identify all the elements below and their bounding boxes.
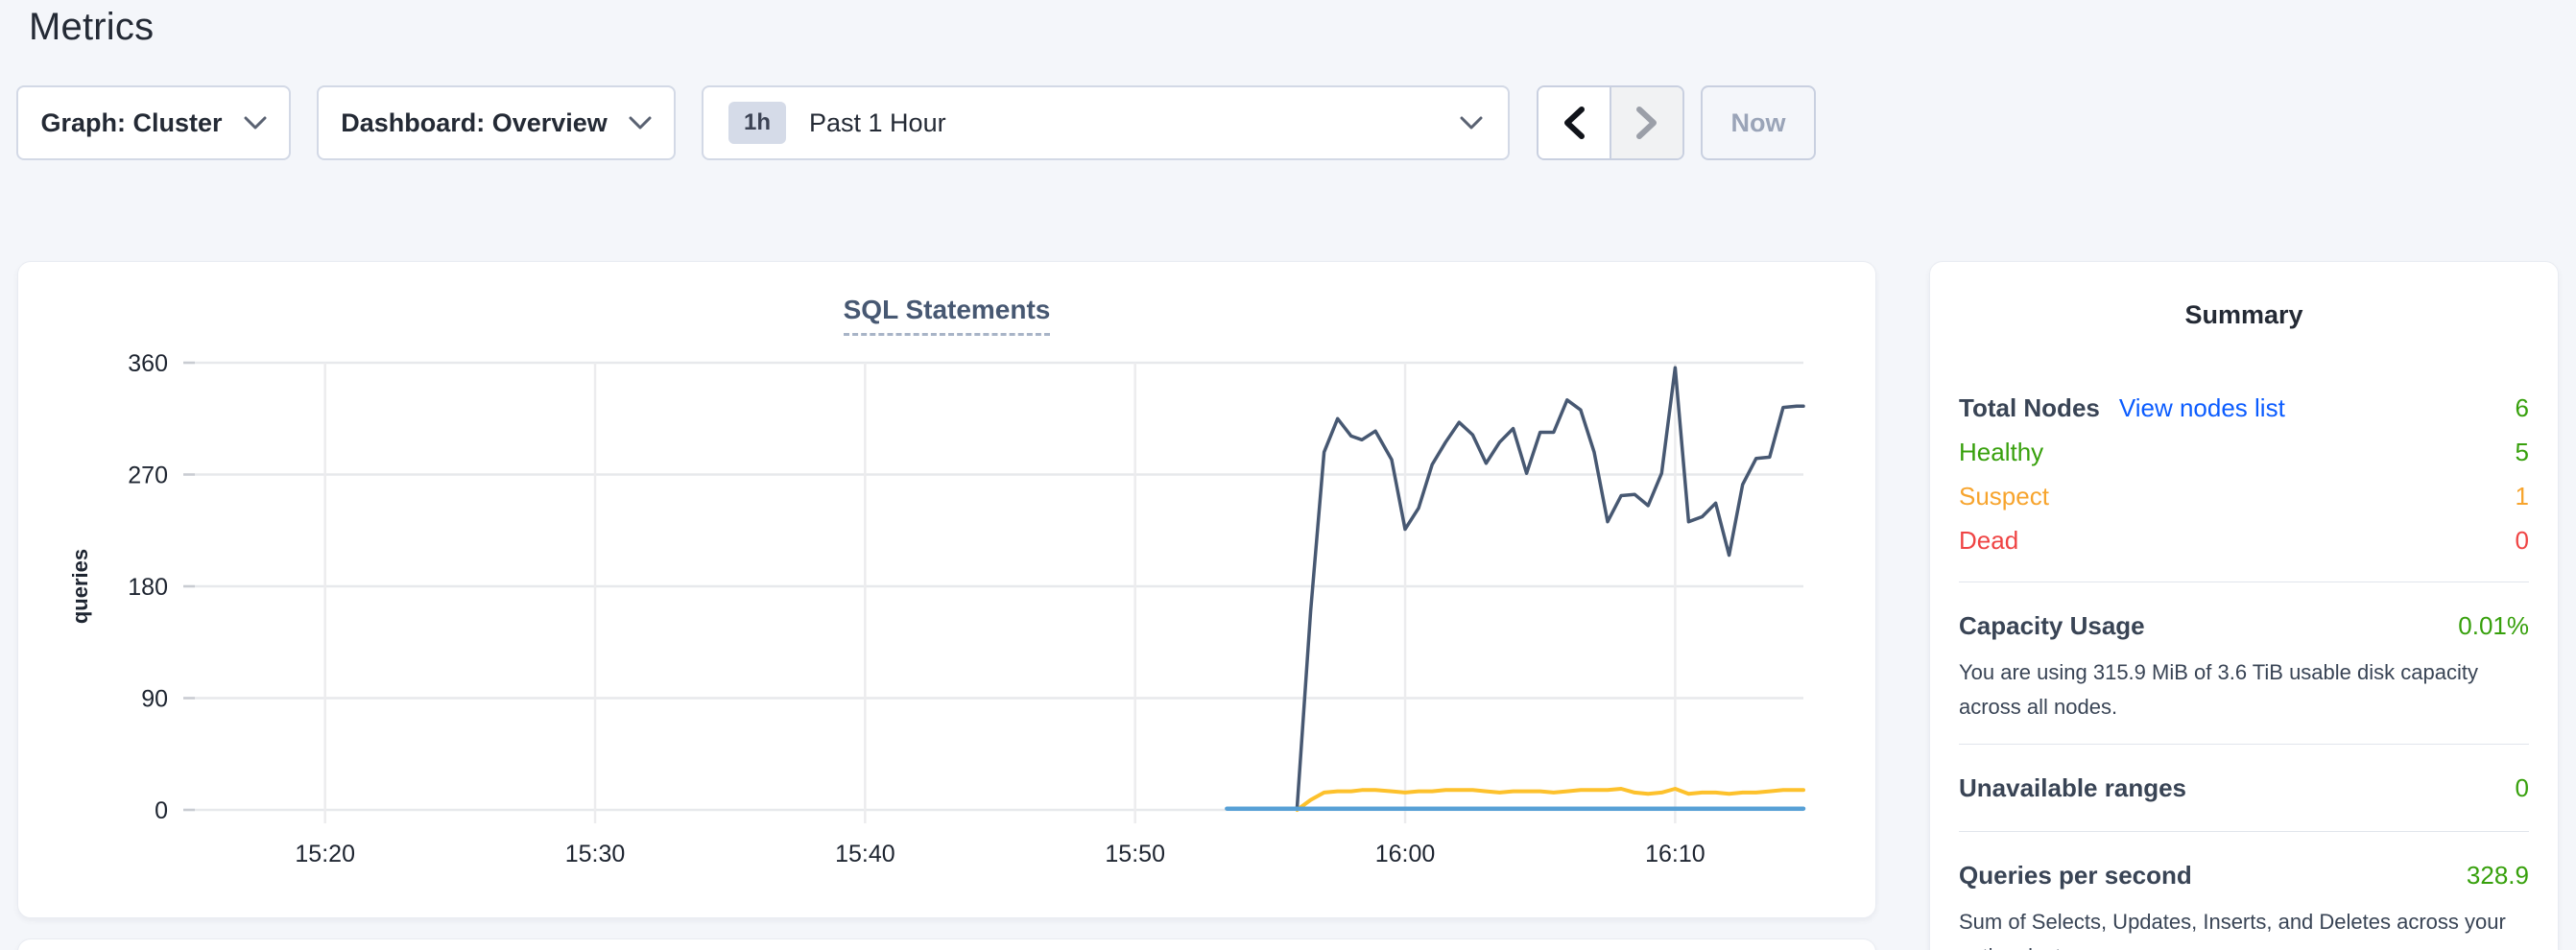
now-label: Now: [1730, 107, 1786, 137]
graph-scope-label: Graph: Cluster: [40, 107, 223, 137]
chevron-right-icon: [1636, 107, 1657, 139]
qps-row: Queries per second 328.9: [1959, 851, 2529, 899]
graph-scope-dropdown[interactable]: Graph: Cluster: [16, 85, 291, 160]
suspect-label: Suspect: [1959, 481, 2049, 511]
chart-title[interactable]: SQL Statements: [843, 295, 1051, 336]
time-range-badge: 1h: [728, 102, 787, 144]
svg-text:16:10: 16:10: [1645, 841, 1705, 867]
capacity-label: Capacity Usage: [1959, 610, 2145, 640]
capacity-row: Capacity Usage 0.01%: [1959, 602, 2529, 650]
chevron-down-icon: [629, 116, 652, 129]
summary-title: Summary: [2184, 300, 2303, 329]
unavailable-ranges-row: Unavailable ranges 0: [1959, 764, 2529, 812]
divider: [1959, 744, 2529, 745]
next-chart-card: [17, 938, 1876, 950]
sql-statements-chart[interactable]: 0 90 180 270 360 15:20 15:30 15:40 15:50 16:00 16:…: [18, 262, 1877, 919]
svg-text:15:40: 15:40: [835, 841, 895, 867]
svg-text:15:20: 15:20: [295, 841, 355, 867]
capacity-value: 0.01%: [2458, 610, 2529, 640]
total-nodes-label: Total Nodes: [1959, 392, 2100, 422]
dead-value: 0: [2515, 525, 2529, 555]
summary-panel: Summary Total Nodes View nodes list 6 He…: [1929, 261, 2559, 950]
divider: [1959, 831, 2529, 832]
page-title: Metrics: [29, 6, 155, 48]
suspect-value: 1: [2515, 481, 2529, 511]
total-nodes-value: 6: [2515, 392, 2529, 422]
unavailable-ranges-value: 0: [2515, 772, 2529, 802]
dead-label: Dead: [1959, 525, 2019, 555]
healthy-value: 5: [2515, 437, 2529, 466]
time-range-dropdown[interactable]: 1h Past 1 Hour: [702, 85, 1510, 160]
qps-value: 328.9: [2466, 860, 2529, 890]
svg-text:360: 360: [128, 350, 168, 377]
qps-label: Queries per second: [1959, 860, 2192, 890]
total-nodes-row: Total Nodes View nodes list 6: [1959, 386, 2529, 430]
dashboard-dropdown[interactable]: Dashboard: Overview: [317, 85, 676, 160]
view-nodes-list-link[interactable]: View nodes list: [2118, 392, 2285, 422]
suspect-nodes-row: Suspect 1: [1959, 474, 2529, 518]
chevron-down-icon: [1460, 116, 1483, 129]
capacity-description: You are using 315.9 MiB of 3.6 TiB usabl…: [1959, 660, 2478, 719]
dead-nodes-row: Dead 0: [1959, 518, 2529, 562]
chevron-down-icon: [244, 116, 267, 129]
time-range-label: Past 1 Hour: [809, 107, 946, 137]
next-range-button-disabled[interactable]: [1610, 87, 1682, 158]
svg-text:0: 0: [155, 797, 168, 824]
sql-statements-card: SQL Statements 0 90 180 270 360 15:20 15:30 15:…: [17, 261, 1876, 918]
dashboard-label: Dashboard: Overview: [341, 107, 608, 137]
now-button-disabled[interactable]: Now: [1701, 85, 1816, 160]
svg-text:16:00: 16:00: [1375, 841, 1436, 867]
svg-text:270: 270: [128, 463, 168, 489]
svg-text:15:30: 15:30: [565, 841, 626, 867]
svg-text:90: 90: [141, 686, 168, 713]
svg-text:queries: queries: [68, 549, 92, 624]
prev-range-button[interactable]: [1538, 87, 1610, 158]
svg-text:15:50: 15:50: [1105, 841, 1165, 867]
qps-description: Sum of Selects, Updates, Inserts, and De…: [1959, 910, 2506, 950]
healthy-nodes-row: Healthy 5: [1959, 430, 2529, 474]
svg-text:180: 180: [128, 574, 168, 601]
chevron-left-icon: [1564, 107, 1585, 139]
unavailable-ranges-label: Unavailable ranges: [1959, 772, 2186, 802]
healthy-label: Healthy: [1959, 437, 2044, 466]
time-range-nav: [1537, 85, 1684, 160]
